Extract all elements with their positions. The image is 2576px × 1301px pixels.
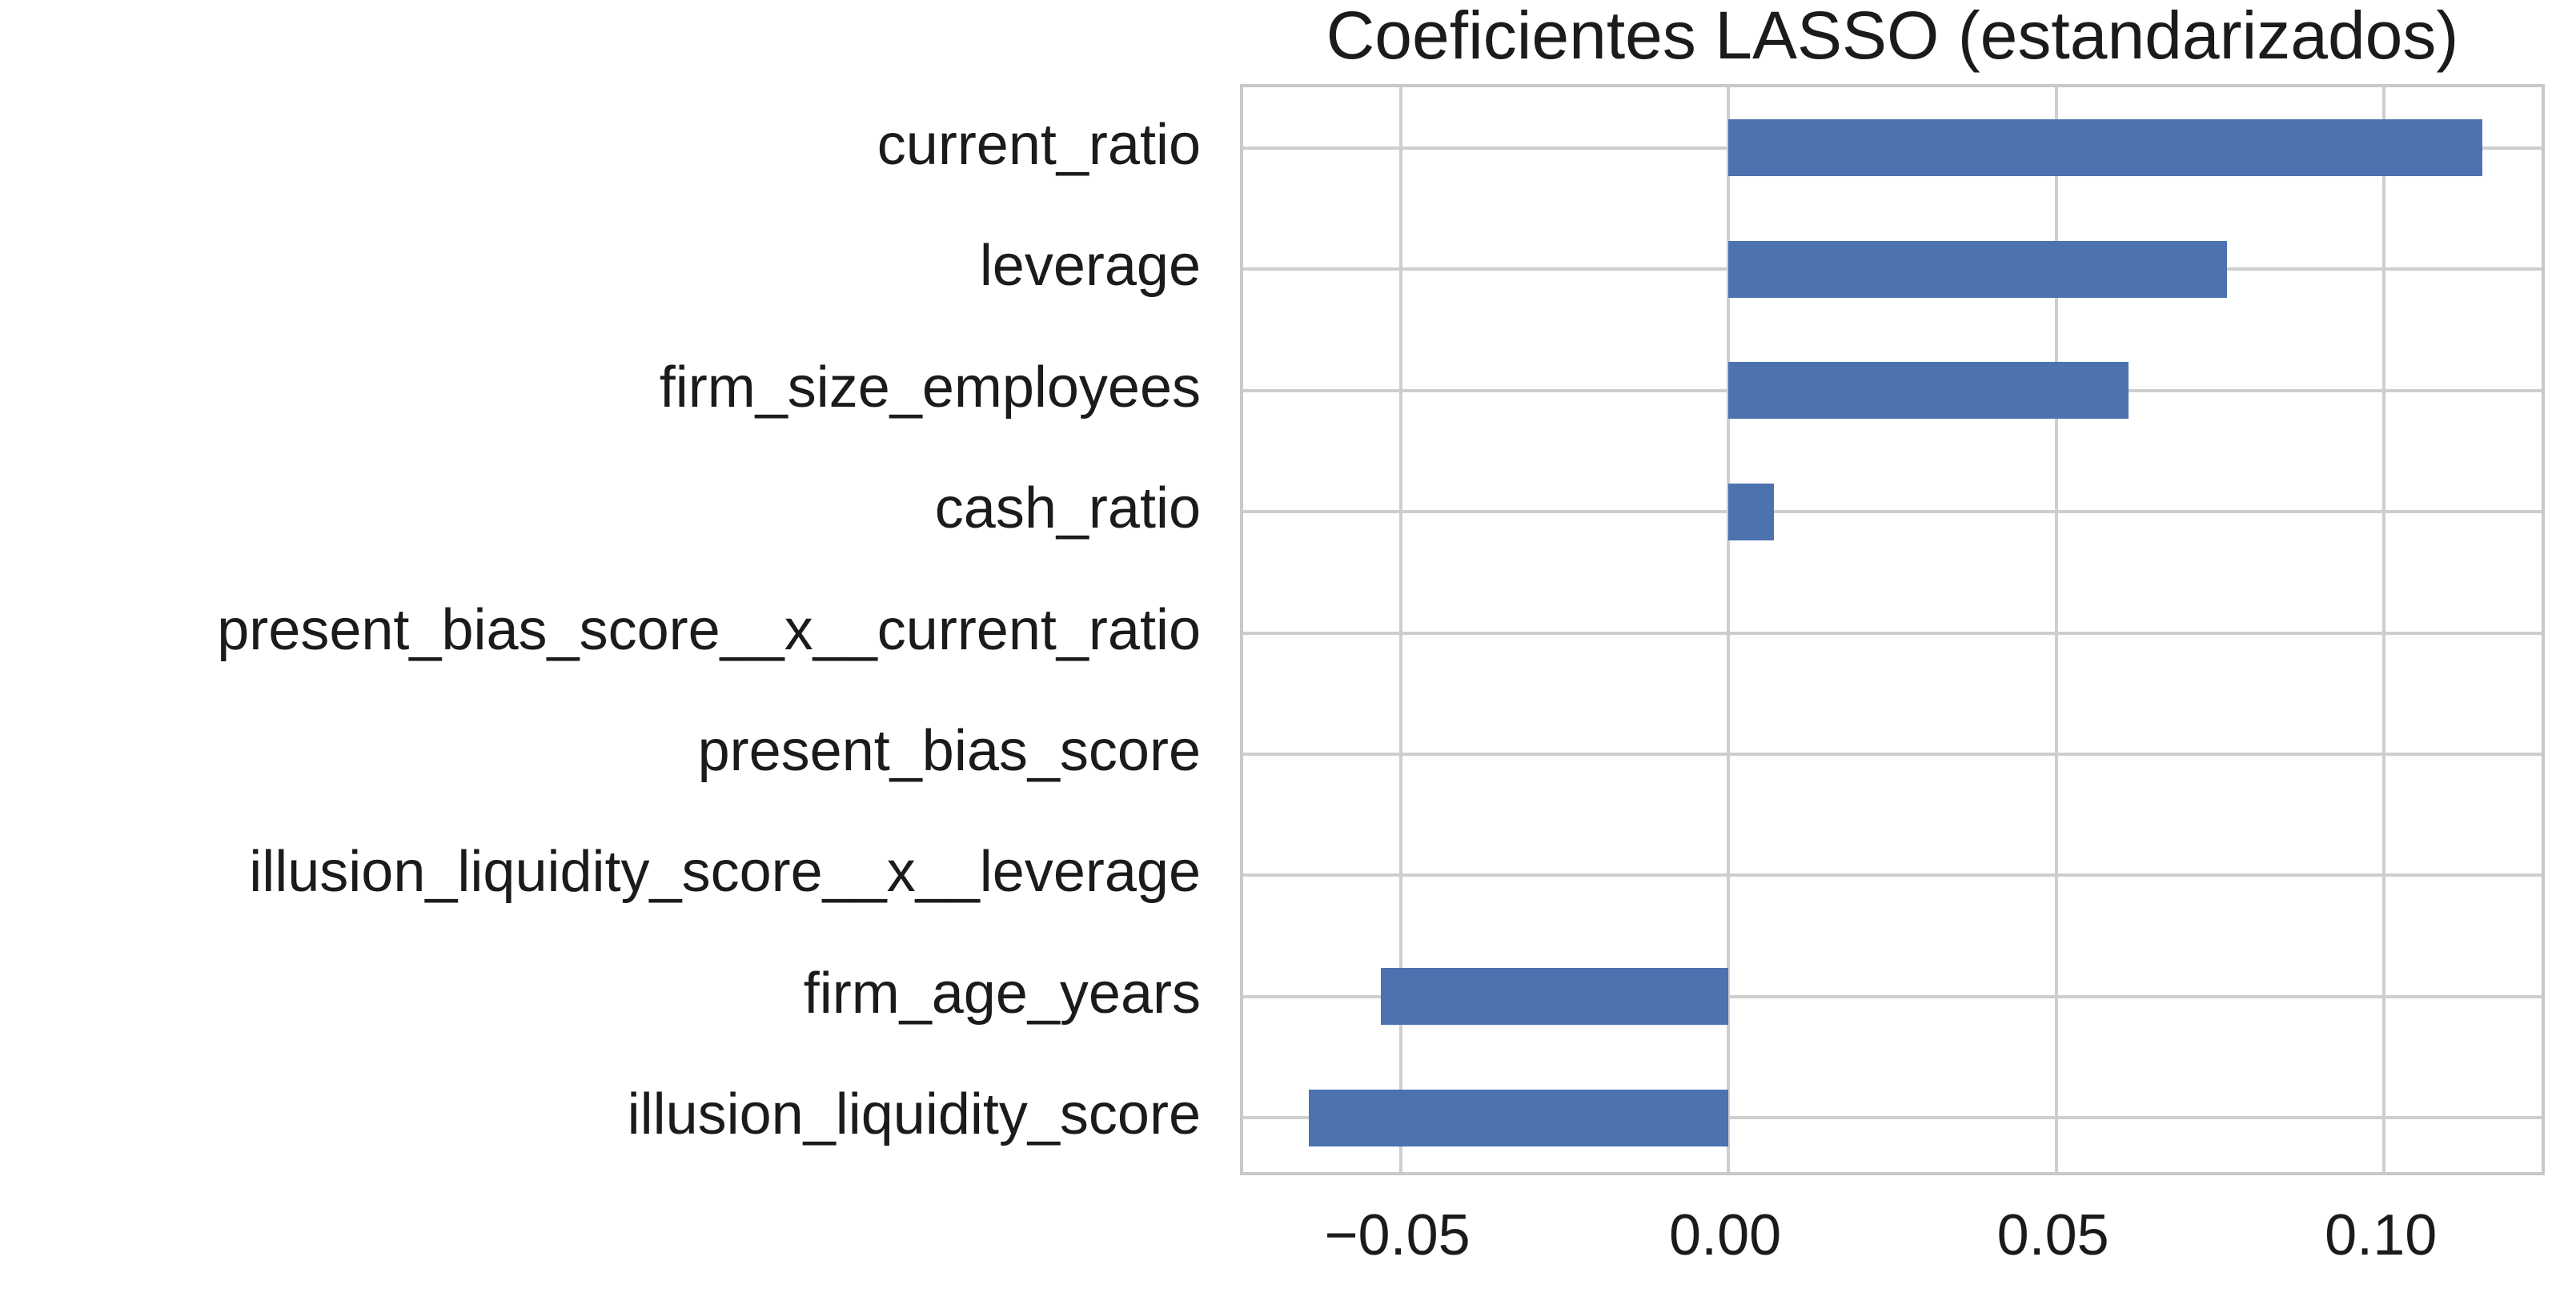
x-gridline: [1727, 87, 1731, 1172]
y-axis-label: present_bias_score__x__current_ratio: [217, 597, 1201, 662]
x-gridline: [1398, 87, 1402, 1172]
y-axis-label: firm_age_years: [803, 961, 1201, 1026]
y-axis-label: cash_ratio: [934, 476, 1201, 541]
y-gridline: [1243, 510, 2542, 514]
y-axis-label: leverage: [979, 234, 1201, 299]
y-axis-label: current_ratio: [877, 112, 1201, 177]
y-gridline: [1243, 873, 2542, 877]
bar-firm_size_employees: [1728, 362, 2129, 420]
bar-current_ratio: [1728, 119, 2483, 177]
x-tick-label: −0.05: [1324, 1203, 1471, 1267]
plot-area: [1240, 84, 2545, 1175]
y-axis-label: illusion_liquidity_score__x__leverage: [249, 840, 1201, 905]
y-gridline: [1243, 994, 2542, 998]
x-tick-label: 0.05: [1996, 1203, 2109, 1267]
x-tick-label: 0.00: [1669, 1203, 1782, 1267]
y-axis-label: illusion_liquidity_score: [627, 1082, 1201, 1147]
x-tick-label: 0.10: [2325, 1203, 2438, 1267]
bar-cash_ratio: [1728, 483, 1775, 540]
bar-leverage: [1728, 240, 2227, 298]
x-gridline: [2382, 87, 2386, 1172]
chart-title: Coeficientes LASSO (estandarizados): [1326, 0, 2459, 73]
y-gridline: [1243, 752, 2542, 756]
y-axis-label: present_bias_score: [697, 718, 1201, 783]
bar-illusion_liquidity_score: [1308, 1089, 1729, 1146]
y-gridline: [1243, 631, 2542, 635]
y-gridline: [1243, 1116, 2542, 1120]
x-gridline: [2054, 87, 2058, 1172]
y-axis-label: firm_size_employees: [659, 355, 1201, 420]
bar-firm_age_years: [1381, 968, 1729, 1026]
